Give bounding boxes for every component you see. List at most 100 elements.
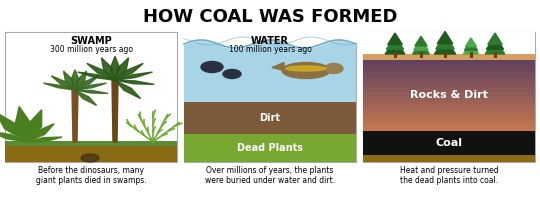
Text: Over millions of years, the plants
were buried under water and dirt.: Over millions of years, the plants were … [205, 166, 335, 185]
Ellipse shape [81, 154, 99, 162]
Text: HOW COAL WAS FORMED: HOW COAL WAS FORMED [143, 8, 397, 26]
Ellipse shape [223, 70, 241, 79]
Bar [363, 118, 535, 122]
Bar [394, 52, 396, 58]
Bar [363, 90, 535, 93]
Polygon shape [488, 33, 502, 45]
Polygon shape [385, 40, 405, 54]
Polygon shape [134, 125, 138, 131]
Polygon shape [434, 39, 456, 54]
Polygon shape [115, 72, 152, 80]
Bar [184, 134, 356, 162]
Polygon shape [75, 83, 106, 90]
Bar [363, 97, 535, 100]
Polygon shape [15, 106, 31, 142]
Polygon shape [147, 127, 149, 133]
Polygon shape [75, 90, 97, 105]
Bar [184, 32, 356, 102]
Bar [5, 32, 177, 162]
Bar [363, 99, 535, 103]
Text: 100 million years ago: 100 million years ago [228, 45, 312, 54]
Polygon shape [43, 83, 75, 90]
Bar [363, 131, 535, 155]
Polygon shape [115, 58, 129, 80]
Bar [363, 125, 535, 129]
Bar [363, 78, 535, 81]
Bar [363, 32, 535, 162]
Polygon shape [463, 43, 478, 54]
Bar [363, 123, 535, 126]
Polygon shape [115, 80, 140, 98]
Ellipse shape [325, 63, 343, 73]
Polygon shape [0, 112, 27, 142]
Bar [363, 59, 535, 62]
Polygon shape [168, 129, 175, 131]
Bar [363, 94, 535, 98]
Bar [363, 155, 535, 162]
Polygon shape [72, 90, 78, 142]
Polygon shape [0, 131, 27, 142]
Ellipse shape [282, 63, 330, 79]
Bar [363, 92, 535, 96]
Bar [363, 85, 535, 88]
Text: SWAMP: SWAMP [70, 36, 112, 46]
Polygon shape [387, 36, 403, 49]
Polygon shape [272, 63, 284, 71]
Text: Heat and pressure turned
the dead plants into coal.: Heat and pressure turned the dead plants… [400, 166, 498, 185]
Polygon shape [64, 71, 75, 90]
Polygon shape [27, 110, 42, 142]
Text: 300 million years ago: 300 million years ago [50, 45, 132, 54]
Bar [184, 102, 356, 134]
Bar [363, 111, 535, 114]
Polygon shape [87, 63, 115, 80]
Text: Coal: Coal [435, 138, 462, 148]
Bar [363, 128, 535, 131]
Polygon shape [75, 90, 108, 93]
Polygon shape [413, 42, 429, 54]
Polygon shape [102, 58, 115, 80]
Bar [363, 73, 535, 77]
Bar [363, 121, 535, 124]
Bar [363, 83, 535, 86]
Polygon shape [153, 118, 156, 125]
Bar [363, 87, 535, 91]
Bar [363, 113, 535, 117]
Bar [363, 102, 535, 105]
Polygon shape [153, 110, 156, 118]
Bar [5, 141, 177, 146]
Bar [363, 76, 535, 79]
Polygon shape [153, 126, 156, 132]
Polygon shape [139, 112, 141, 120]
Polygon shape [388, 33, 402, 45]
Polygon shape [161, 121, 166, 127]
Polygon shape [414, 39, 428, 50]
Bar [363, 116, 535, 119]
Polygon shape [78, 72, 115, 80]
Bar [363, 64, 535, 67]
Bar [420, 52, 422, 58]
Bar [363, 68, 535, 72]
Text: Rocks & Dirt: Rocks & Dirt [410, 91, 488, 101]
Text: Dirt: Dirt [260, 113, 280, 123]
Bar [443, 52, 447, 58]
Polygon shape [437, 32, 453, 44]
Bar [363, 61, 535, 65]
Polygon shape [27, 124, 54, 142]
Bar [5, 142, 177, 162]
Text: Dead Plants: Dead Plants [237, 143, 303, 153]
Polygon shape [485, 40, 505, 54]
Polygon shape [115, 63, 143, 80]
Bar [363, 66, 535, 70]
Polygon shape [112, 80, 118, 142]
Bar [363, 71, 535, 74]
Polygon shape [27, 137, 62, 142]
Polygon shape [127, 119, 132, 127]
Polygon shape [465, 38, 477, 47]
Polygon shape [415, 36, 427, 46]
Polygon shape [174, 123, 183, 127]
Ellipse shape [201, 62, 223, 72]
Bar [494, 52, 496, 58]
Bar [469, 52, 472, 58]
Bar [363, 80, 535, 84]
Bar [363, 109, 535, 112]
